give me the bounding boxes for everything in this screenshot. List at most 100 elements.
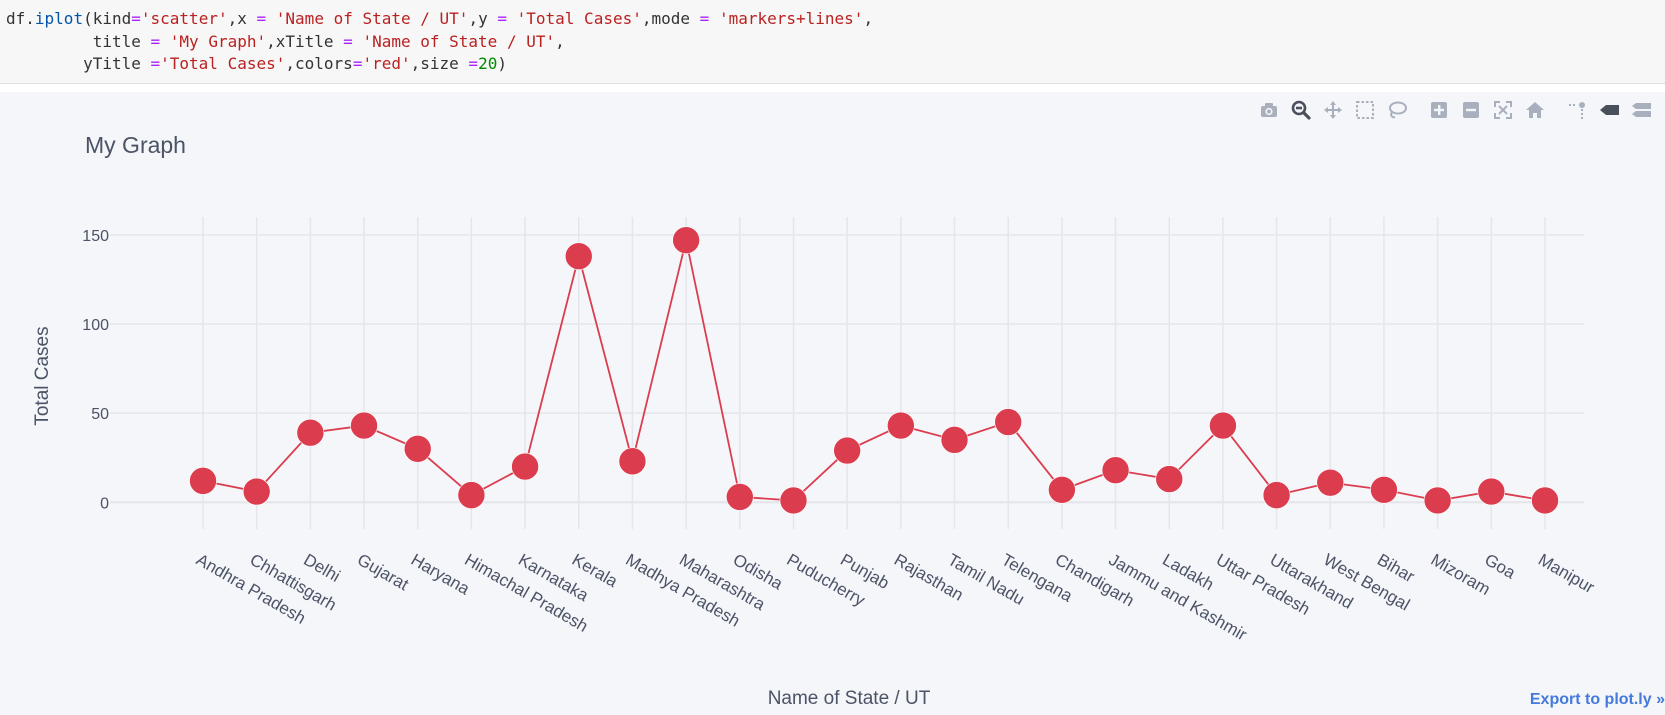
code-token: 'Name of State / UT' bbox=[362, 31, 556, 51]
data-point[interactable] bbox=[1370, 475, 1398, 504]
code-token: iplot bbox=[34, 9, 84, 28]
code-token bbox=[709, 9, 719, 28]
y-tick-label: 0 bbox=[100, 495, 109, 512]
code-token bbox=[266, 9, 276, 28]
data-point[interactable] bbox=[403, 434, 432, 463]
data-point[interactable] bbox=[833, 436, 861, 465]
pan-button[interactable] bbox=[1317, 96, 1349, 124]
data-point[interactable] bbox=[296, 418, 325, 447]
camera-button[interactable] bbox=[1253, 96, 1285, 124]
camera-icon bbox=[1261, 103, 1277, 117]
series-line-layer bbox=[202, 239, 1546, 502]
data-point[interactable] bbox=[672, 226, 700, 254]
markers-layer bbox=[189, 226, 1559, 515]
y-tick-labels: 0 50 100 150 bbox=[82, 228, 109, 512]
code-token bbox=[160, 32, 170, 51]
lasso-select-button[interactable] bbox=[1381, 96, 1413, 124]
autoscale-button[interactable] bbox=[1487, 96, 1519, 124]
code-token: = bbox=[343, 31, 353, 51]
y-tick-label: 150 bbox=[82, 228, 109, 245]
code-token: ) bbox=[497, 54, 507, 73]
x-axis-title: Name of State / UT bbox=[768, 688, 931, 709]
export-to-plotly-link[interactable]: Export to plot.ly » bbox=[1529, 691, 1665, 708]
x-tick-label: Gujarat bbox=[354, 550, 412, 594]
data-point[interactable] bbox=[1423, 486, 1452, 515]
data-point[interactable] bbox=[725, 483, 754, 511]
code-line: df.iplot(kind='scatter',x = 'Name of Sta… bbox=[6, 8, 1659, 31]
code-token: = bbox=[150, 54, 161, 73]
data-point[interactable] bbox=[564, 242, 593, 271]
data-point[interactable] bbox=[242, 477, 271, 506]
code-token: = bbox=[131, 9, 141, 28]
toggle-spike-lines-button[interactable] bbox=[1561, 96, 1593, 124]
code-token: ,xTitle bbox=[266, 31, 344, 51]
data-point[interactable] bbox=[887, 411, 915, 440]
code-cell[interactable]: df.iplot(kind='scatter',x = 'Name of Sta… bbox=[0, 0, 1665, 84]
y-tick-label: 50 bbox=[91, 406, 109, 423]
data-point[interactable] bbox=[1262, 481, 1291, 509]
data-point[interactable] bbox=[618, 447, 647, 476]
data-point[interactable] bbox=[940, 426, 969, 454]
modebar bbox=[1253, 96, 1657, 124]
code-line: title = 'My Graph',xTitle = 'Name of Sta… bbox=[6, 31, 1659, 54]
x-tick-label: Manipur bbox=[1535, 550, 1598, 597]
hover-compare-icon bbox=[1632, 103, 1651, 117]
zoom-button[interactable] bbox=[1285, 96, 1317, 124]
code-token: 'markers+lines' bbox=[718, 9, 864, 28]
code-token: = bbox=[699, 9, 710, 28]
code-token: , bbox=[555, 31, 565, 51]
zoom-in-icon bbox=[1431, 102, 1447, 118]
y-tick-label: 100 bbox=[82, 317, 109, 334]
code-token: , bbox=[863, 9, 874, 28]
code-token: 'red' bbox=[362, 54, 411, 73]
data-point[interactable] bbox=[350, 411, 378, 440]
code-token: 'My Graph' bbox=[169, 31, 267, 51]
data-point[interactable] bbox=[1101, 456, 1130, 484]
code-token: ,size bbox=[410, 54, 469, 73]
code-token bbox=[353, 32, 363, 51]
code-token: 'Name of State / UT' bbox=[275, 9, 469, 28]
code-token: = bbox=[150, 31, 161, 51]
data-point[interactable] bbox=[1316, 468, 1345, 497]
data-point[interactable] bbox=[779, 486, 808, 515]
code-token: 'Total Cases' bbox=[160, 54, 286, 73]
code-token: ( bbox=[83, 9, 93, 28]
x-tick-label: Mizoram bbox=[1428, 550, 1494, 599]
code-token: yTitle bbox=[6, 54, 151, 73]
data-point[interactable] bbox=[1477, 477, 1506, 506]
hover-compare-button[interactable] bbox=[1625, 96, 1657, 124]
code-token bbox=[507, 9, 517, 28]
data-point[interactable] bbox=[1209, 411, 1237, 440]
zoom-out-button[interactable] bbox=[1455, 96, 1487, 124]
code-token: ,y bbox=[468, 9, 498, 28]
data-point[interactable] bbox=[511, 452, 539, 481]
data-point[interactable] bbox=[1531, 486, 1559, 515]
code-token: ,mode bbox=[641, 9, 700, 28]
hover-closest-button[interactable] bbox=[1593, 96, 1625, 124]
toggle-spike-lines-icon bbox=[1569, 102, 1585, 119]
zoom-out-icon bbox=[1463, 102, 1479, 118]
code-token: 'scatter' bbox=[140, 9, 228, 28]
reset-axes-button[interactable] bbox=[1519, 96, 1551, 124]
code-line: yTitle ='Total Cases',colors='red',size … bbox=[6, 53, 1659, 76]
code-token: = bbox=[256, 9, 267, 28]
box-select-button[interactable] bbox=[1349, 96, 1381, 124]
data-point[interactable] bbox=[457, 481, 486, 509]
y-axis-title: Total Cases bbox=[32, 326, 53, 425]
data-point[interactable] bbox=[189, 467, 217, 495]
autoscale-icon bbox=[1494, 101, 1512, 119]
zoom-icon bbox=[1291, 100, 1311, 120]
lasso-select-icon bbox=[1389, 101, 1407, 119]
code-token: df. bbox=[6, 9, 35, 28]
data-point[interactable] bbox=[1048, 475, 1076, 504]
hover-closest-icon bbox=[1600, 105, 1619, 115]
data-point[interactable] bbox=[1155, 465, 1184, 493]
code-token: ,colors bbox=[285, 54, 353, 73]
series-line bbox=[202, 239, 1546, 502]
zoom-in-button[interactable] bbox=[1423, 96, 1455, 124]
grid-layer bbox=[110, 217, 1584, 529]
code-token: 'Total Cases' bbox=[516, 9, 642, 28]
chart-title: My Graph bbox=[85, 132, 186, 158]
data-point[interactable] bbox=[994, 408, 1023, 436]
scatter-chart[interactable]: 0 50 100 150 Andhra PradeshChhattisgarhDelh… bbox=[0, 92, 1665, 715]
